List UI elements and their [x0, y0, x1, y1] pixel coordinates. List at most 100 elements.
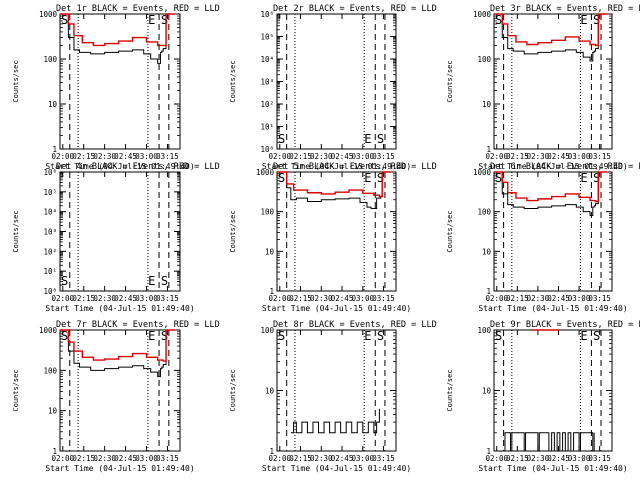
- y-tick-label: 1000: [39, 326, 58, 335]
- y-tick-label: 10⁴: [43, 208, 57, 217]
- det-panel-2: Det 2r BLACK = Events, RED = LLD Counts/s…: [229, 4, 437, 171]
- y-tick-label: 1000: [39, 10, 58, 19]
- y-tick-label: 10³: [260, 78, 274, 87]
- y-tick-label: 1000: [473, 168, 492, 177]
- x-tick-label: 03:15: [588, 454, 611, 463]
- x-tick-label: 03:00: [135, 294, 158, 303]
- plot-frame: [493, 13, 613, 150]
- x-tick-label: 02:30: [527, 294, 550, 303]
- x-tick-label: 02:15: [506, 454, 529, 463]
- panel-title: Det 5r BLACK = Events, RED = LLD: [273, 162, 437, 172]
- marker-s-left: S: [278, 132, 285, 146]
- x-tick-label: 02:45: [547, 294, 570, 303]
- x-axis-label: Start Time (04-Jul-15 01:49:40): [478, 162, 627, 171]
- x-axis-label: Start Time (04-Jul-15 01:49:40): [478, 464, 627, 473]
- panel-title: Det 6r BLACK = Events, RED = LLD: [490, 162, 640, 172]
- marker-s-right: S: [161, 274, 168, 288]
- x-tick-label: 02:00: [52, 152, 75, 161]
- x-tick-label: 02:45: [114, 454, 137, 463]
- x-tick-label: 02:45: [547, 152, 570, 161]
- events-series-line: [494, 171, 607, 217]
- x-tick-label: 03:15: [588, 294, 611, 303]
- x-tick-label: 02:15: [506, 294, 529, 303]
- y-axis-label: Counts/sec: [446, 369, 454, 411]
- y-tick-label: 100: [260, 326, 274, 335]
- det-panel-6: Det 6r BLACK = Events, RED = LLD Counts/s…: [446, 162, 640, 313]
- x-tick-label: 02:45: [331, 454, 354, 463]
- y-tick-label: 1: [52, 145, 57, 154]
- x-axis-label: Start Time (04-Jul-15 01:49:40): [478, 304, 627, 313]
- x-tick-label: 02:30: [310, 152, 333, 161]
- x-axis-label: Start Time (04-Jul-15 01:49:40): [45, 304, 194, 313]
- events-series-line: [60, 13, 175, 64]
- marker-s-left: S: [495, 13, 502, 27]
- y-tick-label: 100: [477, 55, 491, 64]
- x-tick-label: 02:15: [72, 294, 95, 303]
- y-tick-label: 10⁶: [260, 10, 274, 19]
- marker-e: E: [364, 171, 371, 185]
- lld-series-line: [494, 13, 607, 47]
- x-tick-label: 03:00: [352, 152, 375, 161]
- x-tick-label: 03:00: [135, 454, 158, 463]
- y-tick-label: 10¹: [43, 267, 57, 276]
- y-tick-label: 10: [265, 387, 275, 396]
- x-tick-label: 02:00: [52, 454, 75, 463]
- det-panel-5: Det 5r BLACK = Events, RED = LLD Counts/s…: [229, 162, 437, 313]
- x-tick-label: 02:30: [93, 454, 116, 463]
- x-tick-label: 03:15: [156, 294, 179, 303]
- panel-title: Det 4r BLACK = Events, RED = LLD: [56, 162, 220, 172]
- y-axis-label: Counts/sec: [446, 210, 454, 252]
- x-tick-label: 02:30: [93, 294, 116, 303]
- y-tick-label: 1: [269, 447, 274, 456]
- y-tick-label: 100: [477, 326, 491, 335]
- x-tick-label: 02:45: [547, 454, 570, 463]
- x-tick-label: 02:45: [331, 152, 354, 161]
- y-tick-label: 10: [482, 100, 492, 109]
- marker-s-right: S: [377, 132, 384, 146]
- x-tick-label: 03:15: [156, 152, 179, 161]
- marker-s-right: S: [377, 329, 384, 343]
- y-tick-label: 100: [260, 208, 274, 217]
- y-tick-label: 10: [48, 100, 58, 109]
- panel-title: Det 9r BLACK = Events, RED = LLD: [490, 320, 640, 330]
- marker-s-left: S: [61, 274, 68, 288]
- marker-s-left: S: [495, 171, 502, 185]
- x-tick-label: 02:30: [310, 294, 333, 303]
- x-tick-label: 03:00: [568, 454, 591, 463]
- x-tick-label: 02:15: [289, 152, 312, 161]
- marker-s-left: S: [61, 13, 68, 27]
- x-tick-label: 03:15: [372, 294, 395, 303]
- marker-s-left: S: [61, 329, 68, 343]
- y-tick-label: 10⁴: [260, 55, 274, 64]
- events-series-line: [503, 432, 595, 452]
- marker-s-right: S: [593, 13, 600, 27]
- x-tick-label: 02:30: [527, 454, 550, 463]
- det-panel-8: Det 8r BLACK = Events, RED = LLD Counts/s…: [229, 320, 437, 473]
- y-axis-label: Counts/sec: [12, 60, 20, 102]
- x-tick-label: 02:45: [331, 294, 354, 303]
- x-tick-label: 02:00: [485, 294, 508, 303]
- y-tick-label: 100: [477, 208, 491, 217]
- x-tick-label: 02:00: [268, 294, 291, 303]
- events-series-line: [277, 171, 391, 210]
- x-tick-label: 02:30: [310, 454, 333, 463]
- x-axis-label: Start Time (04-Jul-15 01:49:40): [45, 464, 194, 473]
- x-tick-label: 02:00: [268, 454, 291, 463]
- x-tick-label: 03:00: [568, 152, 591, 161]
- panel-title: Det 3r BLACK = Events, RED = LLD: [490, 4, 640, 14]
- y-axis-label: Counts/sec: [229, 210, 237, 252]
- x-tick-label: 02:15: [506, 152, 529, 161]
- x-tick-label: 03:00: [568, 294, 591, 303]
- x-tick-label: 02:15: [72, 152, 95, 161]
- x-tick-label: 03:00: [135, 152, 158, 161]
- marker-e: E: [580, 171, 587, 185]
- y-tick-label: 1: [269, 287, 274, 296]
- events-series-line: [290, 408, 380, 434]
- det-panel-1: Det 1r BLACK = Events, RED = LLD Counts/s…: [12, 4, 220, 171]
- y-axis-label: Counts/sec: [12, 369, 20, 411]
- marker-e: E: [580, 329, 587, 343]
- panel-title: Det 2r BLACK = Events, RED = LLD: [273, 4, 437, 14]
- x-tick-label: 03:15: [156, 454, 179, 463]
- y-tick-label: 10²: [260, 100, 274, 109]
